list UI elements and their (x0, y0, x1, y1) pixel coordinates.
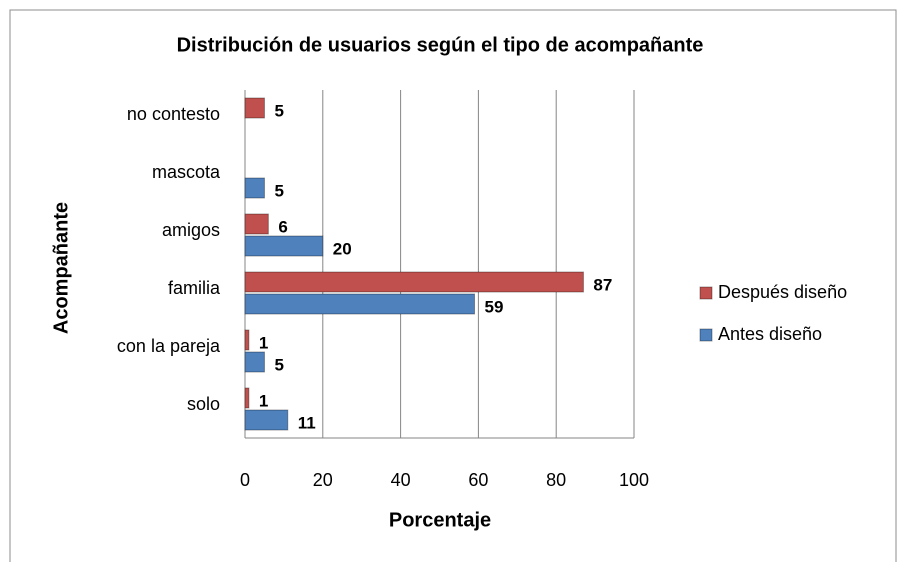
y-tick-label: familia (168, 278, 221, 298)
y-tick-label: no contesto (127, 104, 220, 124)
data-label: 5 (274, 355, 283, 374)
data-label: 87 (593, 275, 612, 294)
bar (244, 235, 324, 257)
x-tick-label: 0 (240, 470, 250, 490)
bar (244, 293, 476, 315)
y-axis-label: Acompañante (50, 202, 72, 334)
x-tick-label: 60 (468, 470, 488, 490)
x-tick-label: 20 (313, 470, 333, 490)
legend-swatch (699, 286, 713, 300)
y-tick-label: con la pareja (117, 336, 221, 356)
bar (244, 97, 265, 119)
legend-label: Después diseño (718, 282, 847, 302)
bar (244, 409, 289, 431)
legend-swatch (699, 328, 713, 342)
x-tick-label: 40 (391, 470, 411, 490)
bar (244, 329, 250, 351)
data-label: 1 (259, 391, 268, 410)
bar (244, 213, 269, 235)
data-label: 11 (298, 413, 316, 432)
data-label: 5 (274, 101, 283, 120)
bar (244, 387, 250, 409)
bar (244, 271, 584, 293)
data-label: 6 (278, 217, 287, 236)
chart-title: Distribución de usuarios según el tipo d… (177, 34, 704, 56)
y-tick-label: amigos (162, 220, 220, 240)
x-tick-label: 100 (619, 470, 649, 490)
data-label: 1 (259, 333, 268, 352)
data-label: 59 (485, 297, 504, 316)
legend-label: Antes diseño (718, 324, 822, 344)
data-label: 20 (333, 239, 352, 258)
x-axis-label: Porcentaje (389, 509, 491, 531)
y-tick-label: mascota (152, 162, 221, 182)
x-tick-label: 80 (546, 470, 566, 490)
y-tick-label: solo (187, 394, 220, 414)
bar (244, 351, 265, 373)
chart-frame (9, 9, 897, 562)
data-label: 5 (274, 181, 283, 200)
bar (244, 177, 265, 199)
